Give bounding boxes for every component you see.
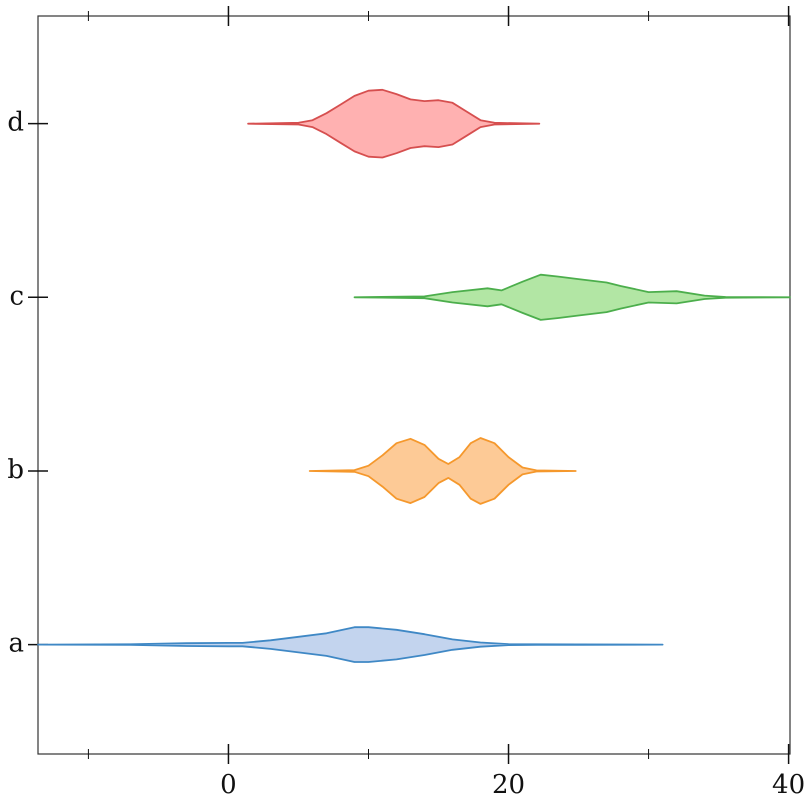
- violin-d: [247, 88, 541, 159]
- x-tick-label: 40: [772, 770, 805, 800]
- violin-b: [308, 437, 577, 505]
- y-tick-label: a: [8, 629, 24, 659]
- y-tick-label: b: [7, 455, 24, 485]
- plot-frame: [37, 15, 791, 755]
- x-tick-label: 0: [220, 770, 237, 800]
- y-tick-label: c: [9, 281, 24, 311]
- violin-c: [353, 273, 791, 321]
- violin-a: [37, 626, 664, 663]
- y-tick-label: d: [7, 108, 24, 138]
- x-tick-label: 20: [492, 770, 525, 800]
